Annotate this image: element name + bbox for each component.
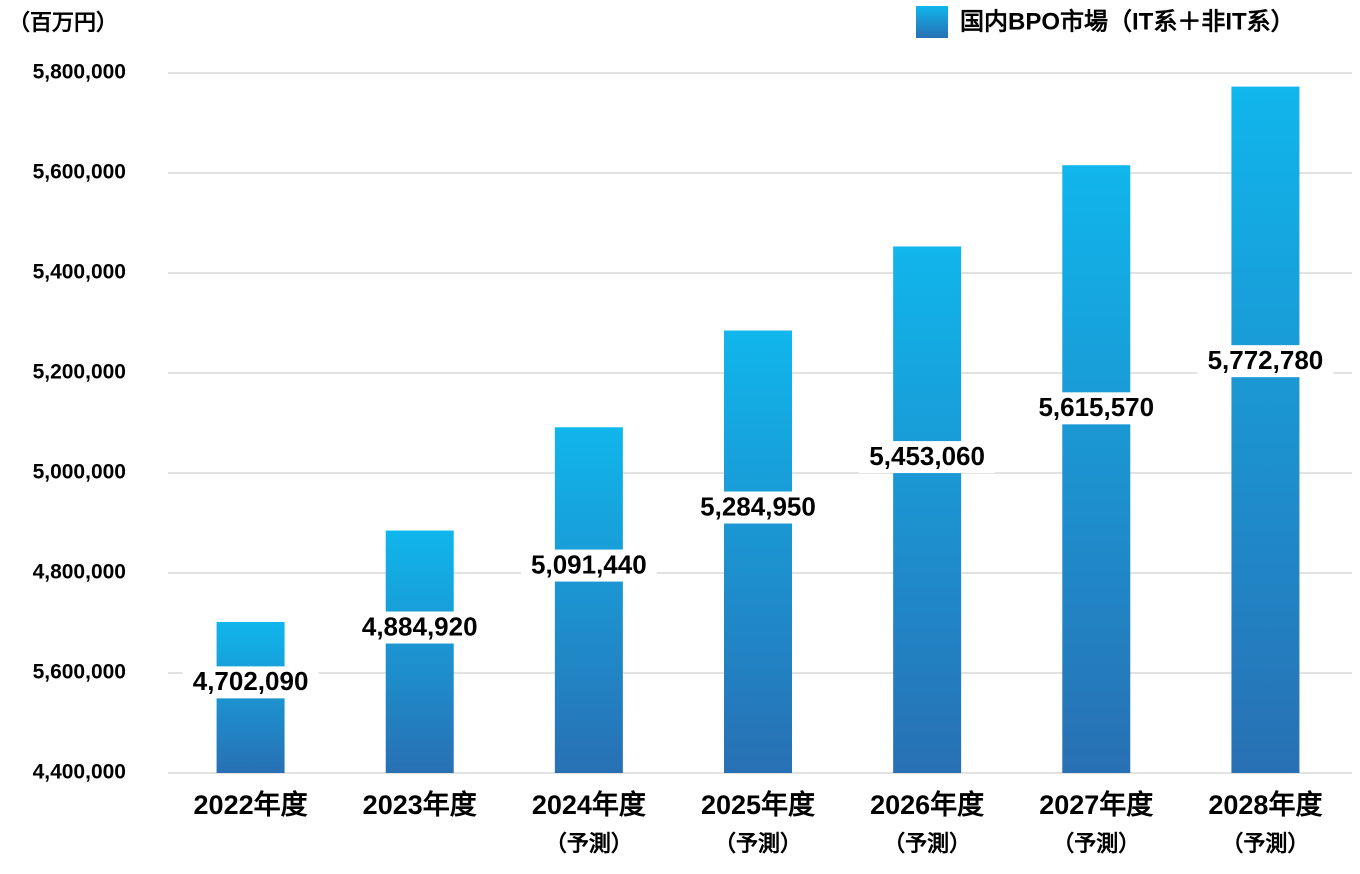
value-label: 5,615,570 [1038, 392, 1154, 422]
value-label-bg [859, 441, 996, 474]
y-tick-label: 5,800,000 [33, 61, 126, 84]
bar [1062, 165, 1131, 774]
x-tick-label: 2028年度 [1208, 789, 1322, 820]
value-label: 5,091,440 [531, 549, 647, 579]
value-label: 5,453,060 [869, 441, 985, 471]
value-label: 4,884,920 [362, 611, 478, 641]
x-tick-note: （予測） [1221, 831, 1309, 856]
x-tick-label: 2024年度 [532, 789, 646, 820]
legend-swatch [916, 6, 948, 38]
x-tick-note: （予測） [883, 831, 971, 856]
y-tick-label: 4,800,000 [33, 561, 126, 584]
value-label-bg [351, 611, 488, 644]
y-tick-label: 5,600,000 [33, 161, 126, 184]
bar [1231, 86, 1300, 774]
y-tick-label: 5,600,000 [33, 661, 126, 684]
value-label: 4,702,090 [193, 666, 309, 696]
x-tick-note: （予測） [1052, 831, 1140, 856]
bar [724, 330, 792, 773]
value-label: 5,772,780 [1208, 345, 1324, 375]
y-tick-label: 5,200,000 [33, 361, 126, 384]
y-tick-label: 5,400,000 [33, 261, 126, 284]
x-tick-label: 2027年度 [1039, 789, 1153, 820]
legend-label: 国内BPO市場（IT系＋非IT系） [960, 7, 1295, 35]
bar [554, 427, 623, 773]
y-tick-label: 5,000,000 [33, 461, 126, 484]
x-tick-note: （予測） [714, 831, 802, 856]
y-tick-label: 4,400,000 [33, 761, 126, 784]
value-label-bg [1197, 345, 1334, 378]
value-label-bg [690, 491, 826, 524]
value-label: 5,284,950 [700, 491, 816, 521]
value-label-bg [182, 666, 319, 699]
x-tick-note: （予測） [545, 831, 633, 856]
x-tick-label: 2025年度 [701, 789, 815, 820]
x-tick-label: 2026年度 [870, 789, 984, 820]
value-label-bg [520, 549, 657, 582]
bar [385, 530, 454, 773]
bar [893, 246, 962, 774]
unit-label: （百万円） [8, 10, 118, 35]
x-tick-label: 2023年度 [363, 789, 477, 820]
x-tick-label: 2022年度 [194, 789, 308, 820]
value-label-bg [1028, 392, 1165, 425]
